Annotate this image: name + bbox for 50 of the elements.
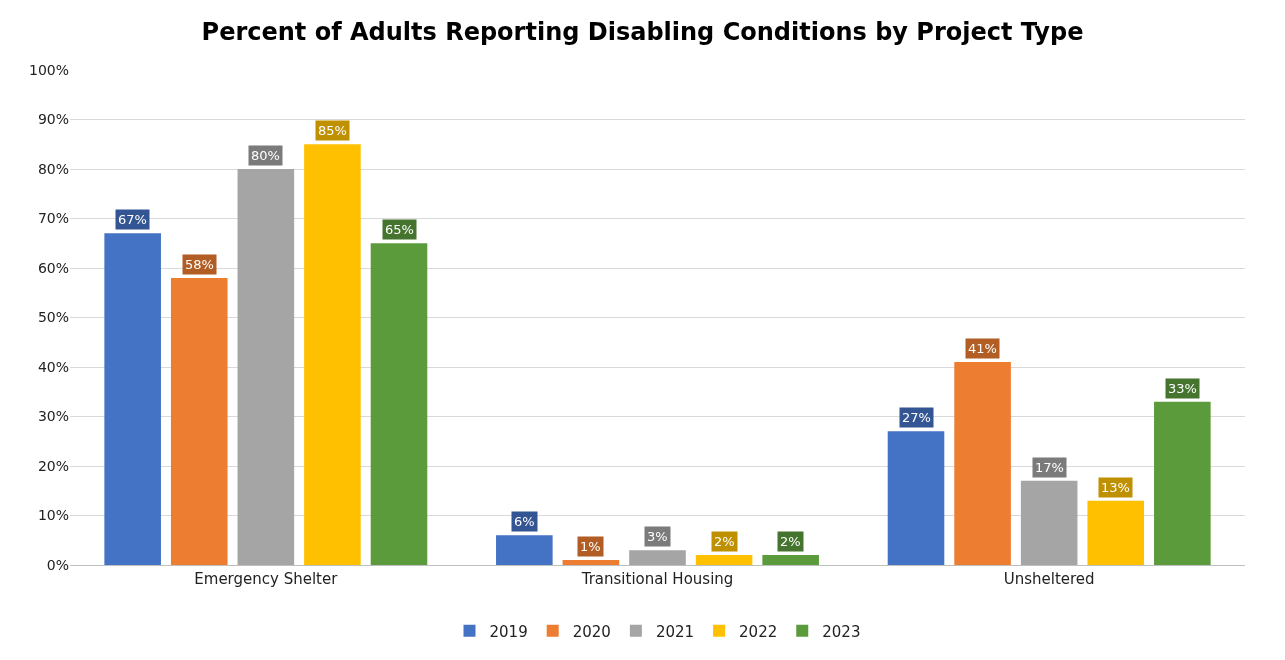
x-tick-label: Transitional Housing [580, 570, 734, 588]
bar [1020, 480, 1078, 565]
bar [104, 233, 161, 565]
legend-label: 2021 [655, 622, 695, 641]
bar [762, 555, 819, 565]
bar [170, 277, 228, 565]
bar [370, 243, 428, 565]
data-label: 17% [1035, 460, 1064, 475]
y-tick-label: 20% [37, 457, 69, 474]
y-tick-label: 90% [37, 111, 69, 128]
bar [887, 431, 945, 565]
data-label: 58% [185, 257, 214, 272]
legend-label: 2020 [572, 622, 611, 641]
legend-label: 2022 [739, 622, 778, 641]
data-label: 80% [251, 148, 280, 163]
bar [629, 550, 686, 565]
y-tick-label: 40% [37, 358, 69, 375]
data-label: 85% [318, 123, 347, 138]
data-label: 2% [714, 534, 735, 549]
data-label: 65% [385, 222, 414, 237]
bar [1154, 401, 1211, 565]
legend-label: 2019 [489, 622, 528, 641]
data-label: 3% [647, 529, 668, 544]
y-tick-label: 50% [37, 309, 69, 326]
data-label: 41% [968, 341, 997, 356]
y-tick-label: 0% [46, 556, 69, 573]
data-label: 2% [780, 534, 801, 549]
y-tick-label: 80% [37, 160, 69, 177]
data-label: 67% [118, 212, 147, 227]
y-tick-label: 100% [28, 61, 69, 78]
data-label: 6% [514, 514, 535, 529]
y-tick-label: 10% [37, 507, 69, 524]
bar [954, 362, 1011, 565]
bar [496, 535, 553, 565]
bar [562, 560, 620, 565]
data-label: 13% [1101, 480, 1130, 495]
data-label: 27% [902, 410, 931, 425]
bar [304, 144, 361, 565]
bar [237, 169, 295, 565]
data-label: 1% [580, 539, 601, 554]
x-tick-label: Unsheltered [1003, 570, 1095, 588]
bar [1087, 500, 1145, 565]
y-tick-label: 70% [37, 210, 69, 227]
data-label: 33% [1168, 381, 1197, 396]
chart-title: Percent of Adults Reporting Disabling Conditions by Project Type [201, 17, 1084, 46]
legend-label: 2023 [822, 622, 861, 641]
y-tick-label: 30% [37, 408, 69, 425]
x-tick-label: Emergency Shelter [194, 570, 339, 588]
bar [695, 555, 753, 565]
y-tick-label: 60% [37, 259, 69, 276]
